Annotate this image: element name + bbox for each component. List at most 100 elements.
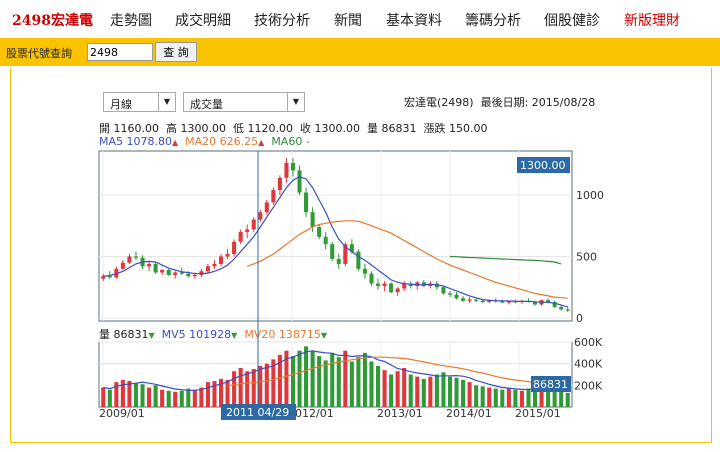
volume-bar [487,387,492,407]
volume-bar [166,390,171,407]
volume-bar [101,387,106,407]
candle-body [480,300,485,303]
nav-news[interactable]: 新聞 [334,13,362,29]
candle-body [546,300,551,303]
candle-body [127,256,132,263]
volume-bar [447,376,453,407]
candle-body [487,300,492,303]
candle-body [297,170,302,193]
nav-trend-chart[interactable]: 走勢圖 [110,13,152,29]
volume-bar [297,350,302,407]
candle-body [245,229,250,232]
mv20-line [227,356,568,387]
volume-bar [205,382,210,407]
ma5-line [103,175,568,308]
nav-new-finance[interactable]: 新版理財 [624,13,680,29]
candle-body [251,219,256,230]
candle-body [461,298,466,301]
volume-tick-label: 200K [574,379,603,392]
last-date-label: 最後日期: [480,96,529,109]
candle-body [277,177,282,191]
price-tick-label: 1000 [576,189,604,202]
volume-bar [127,381,132,407]
volume-bar [264,363,269,407]
candle-body [421,282,426,287]
volume-bar [565,392,570,407]
candle-body [258,212,263,220]
low-label: 低 [233,122,244,135]
indicator-select-value: 成交量 [190,98,223,111]
volume-bar [375,365,381,407]
candle-body [356,251,361,269]
nav-trade-details[interactable]: 成交明細 [175,13,231,29]
volume-bar [552,382,557,407]
volume-bar [434,374,439,407]
close-label: 收 [300,122,311,135]
up-arrow-icon: ▲ [172,138,179,147]
volume-bar [467,382,472,407]
volume-bar [441,372,446,407]
volume-bar [245,371,250,407]
ma20-line [246,220,568,299]
price-tick-label: 500 [576,251,597,264]
candle-body [238,231,243,242]
ma5-legend: MA5 1078.80 [99,135,172,148]
candle-body [552,302,557,307]
candle-body [500,301,505,303]
nav-technical-analysis[interactable]: 技術分析 [254,13,310,29]
volume-bar [336,357,341,407]
x-tick-label: 2014/01 [446,407,492,420]
nav-basic-info[interactable]: 基本資料 [386,13,442,29]
volume-bar [474,385,479,407]
volume-bar [310,350,315,407]
candle-body [205,266,210,272]
volume-bar [251,369,256,407]
candle-body [454,294,459,299]
volume-bar [382,370,387,407]
candle-body [232,241,237,255]
candle-body [153,263,158,273]
volume-bar [179,390,184,407]
candle-body [506,301,511,303]
candle-body [212,263,217,267]
ma60-legend: MA60 - [271,135,310,148]
stock-brand-link[interactable]: 2498宏達電 [12,13,93,29]
volume-bar [480,386,485,407]
cursor-date-label: 2011 04/29 [226,406,289,419]
volume-bar [153,385,158,407]
volume-bar [532,386,538,407]
stock-code-input[interactable] [87,43,153,61]
volume-bar [454,377,459,407]
indicator-select[interactable]: 成交量 ▼ [183,92,305,112]
volume-bar [343,350,348,407]
candle-body [271,190,276,203]
candle-body [133,256,139,258]
candle-body [474,299,479,301]
candle-body [382,283,387,287]
volume-bar [238,368,243,407]
volume-pane [98,341,573,408]
high-value: 1300.00 [180,122,227,135]
change-value: 150.00 [449,122,488,135]
volume-bar [147,387,152,407]
search-button[interactable]: 查 詢 [155,42,197,62]
volume-bar [120,379,125,407]
volume-bar [218,378,224,407]
candle-body [395,288,400,293]
volume-label: 量 [367,122,378,135]
down-arrow-icon: ▼ [231,331,238,340]
candle-body [160,270,165,273]
nav-chip-analysis[interactable]: 籌碼分析 [465,13,521,29]
volume-bar [559,385,564,407]
period-select[interactable]: 月線 ▼ [103,92,176,112]
candle-body [362,268,367,274]
ma-legend: MA5 1078.80▲ MA20 626.25▲ MA60 - [99,135,310,148]
close-value: 1300.00 [314,122,361,135]
volume-bar [114,382,119,407]
volume-bar [349,361,354,407]
high-label: 高 [166,122,177,135]
candle-body [389,283,394,293]
volume-bar [284,350,289,407]
nav-stock-checkup[interactable]: 個股健診 [544,13,600,29]
